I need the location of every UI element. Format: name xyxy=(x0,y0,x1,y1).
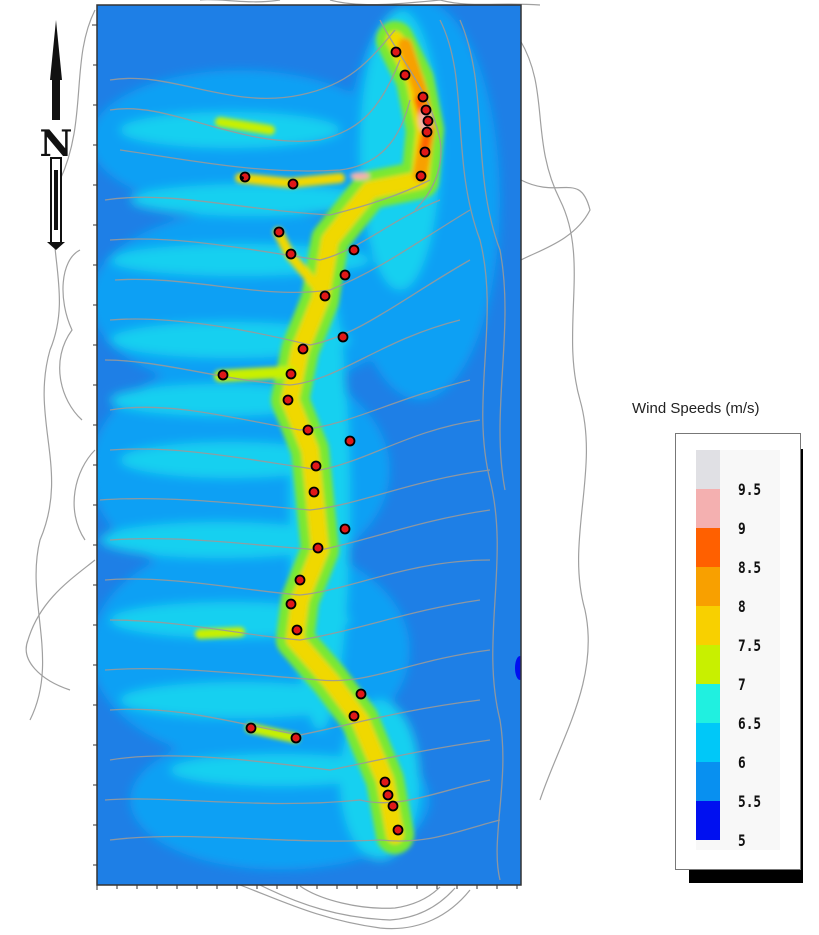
turbine-marker xyxy=(344,435,356,447)
legend: 9.5 9 8.5 8 7.5 7 6.5 6 5.5 5 xyxy=(675,433,801,870)
turbine-marker xyxy=(319,290,331,302)
turbine-marker xyxy=(291,624,303,636)
legend-swatch xyxy=(696,723,720,762)
turbine-marker xyxy=(348,710,360,722)
turbine-marker xyxy=(217,369,229,381)
legend-scale: 9.5 9 8.5 8 7.5 7 6.5 6 5.5 5 xyxy=(696,450,780,850)
turbine-marker xyxy=(390,46,402,58)
turbine-marker xyxy=(282,394,294,406)
turbine-marker xyxy=(240,176,244,180)
legend-swatch xyxy=(696,801,720,840)
turbine-marker xyxy=(294,574,306,586)
turbine-marker xyxy=(379,776,391,788)
map-frame xyxy=(96,4,522,886)
turbine-marker xyxy=(421,126,433,138)
legend-label: 7.5 xyxy=(738,636,762,655)
turbine-marker xyxy=(348,244,360,256)
frame-ticks xyxy=(92,24,518,890)
turbine-marker xyxy=(312,542,324,554)
turbine-marker xyxy=(297,343,309,355)
turbine-marker xyxy=(287,178,299,190)
legend-swatch xyxy=(696,762,720,801)
legend-swatch xyxy=(696,567,720,606)
turbine-marker xyxy=(308,486,320,498)
turbine-marker xyxy=(302,424,314,436)
turbine-marker xyxy=(415,170,427,182)
turbine-marker xyxy=(422,115,434,127)
turbine-marker xyxy=(339,523,351,535)
legend-swatch xyxy=(696,684,720,723)
turbine-marker xyxy=(339,269,351,281)
legend-label: 5 xyxy=(738,831,746,850)
turbine-marker xyxy=(285,368,297,380)
turbine-marker xyxy=(387,800,399,812)
legend-swatch xyxy=(696,489,720,528)
legend-title: Wind Speeds (m/s) xyxy=(632,400,760,417)
turbine-marker xyxy=(245,722,257,734)
legend-swatch xyxy=(696,645,720,684)
turbine-marker xyxy=(419,146,431,158)
legend-label: 6 xyxy=(738,753,746,772)
turbine-marker xyxy=(273,226,285,238)
legend-label: 6.5 xyxy=(738,714,762,733)
turbines xyxy=(217,46,434,836)
turbine-marker xyxy=(285,248,297,260)
legend-label: 8.5 xyxy=(738,558,762,577)
turbine-marker xyxy=(392,824,404,836)
legend-label: 7 xyxy=(738,675,746,694)
north-arrow: N xyxy=(40,20,73,250)
legend-label: 8 xyxy=(738,597,746,616)
wind-field xyxy=(97,5,521,885)
legend-label: 9.5 xyxy=(738,480,762,499)
turbine-marker xyxy=(355,688,367,700)
turbine-marker xyxy=(417,91,429,103)
turbine-marker xyxy=(290,732,302,744)
legend-swatch xyxy=(696,528,720,567)
turbine-marker xyxy=(382,789,394,801)
turbine-marker xyxy=(310,460,322,472)
legend-label: 5.5 xyxy=(738,792,762,811)
turbine-marker xyxy=(285,598,297,610)
north-letter: N xyxy=(40,123,73,165)
turbine-marker xyxy=(399,69,411,81)
legend-swatch xyxy=(696,450,720,489)
turbine-marker xyxy=(337,331,349,343)
legend-label: 9 xyxy=(738,519,746,538)
legend-swatch xyxy=(696,606,720,645)
turbine-marker xyxy=(420,104,432,116)
